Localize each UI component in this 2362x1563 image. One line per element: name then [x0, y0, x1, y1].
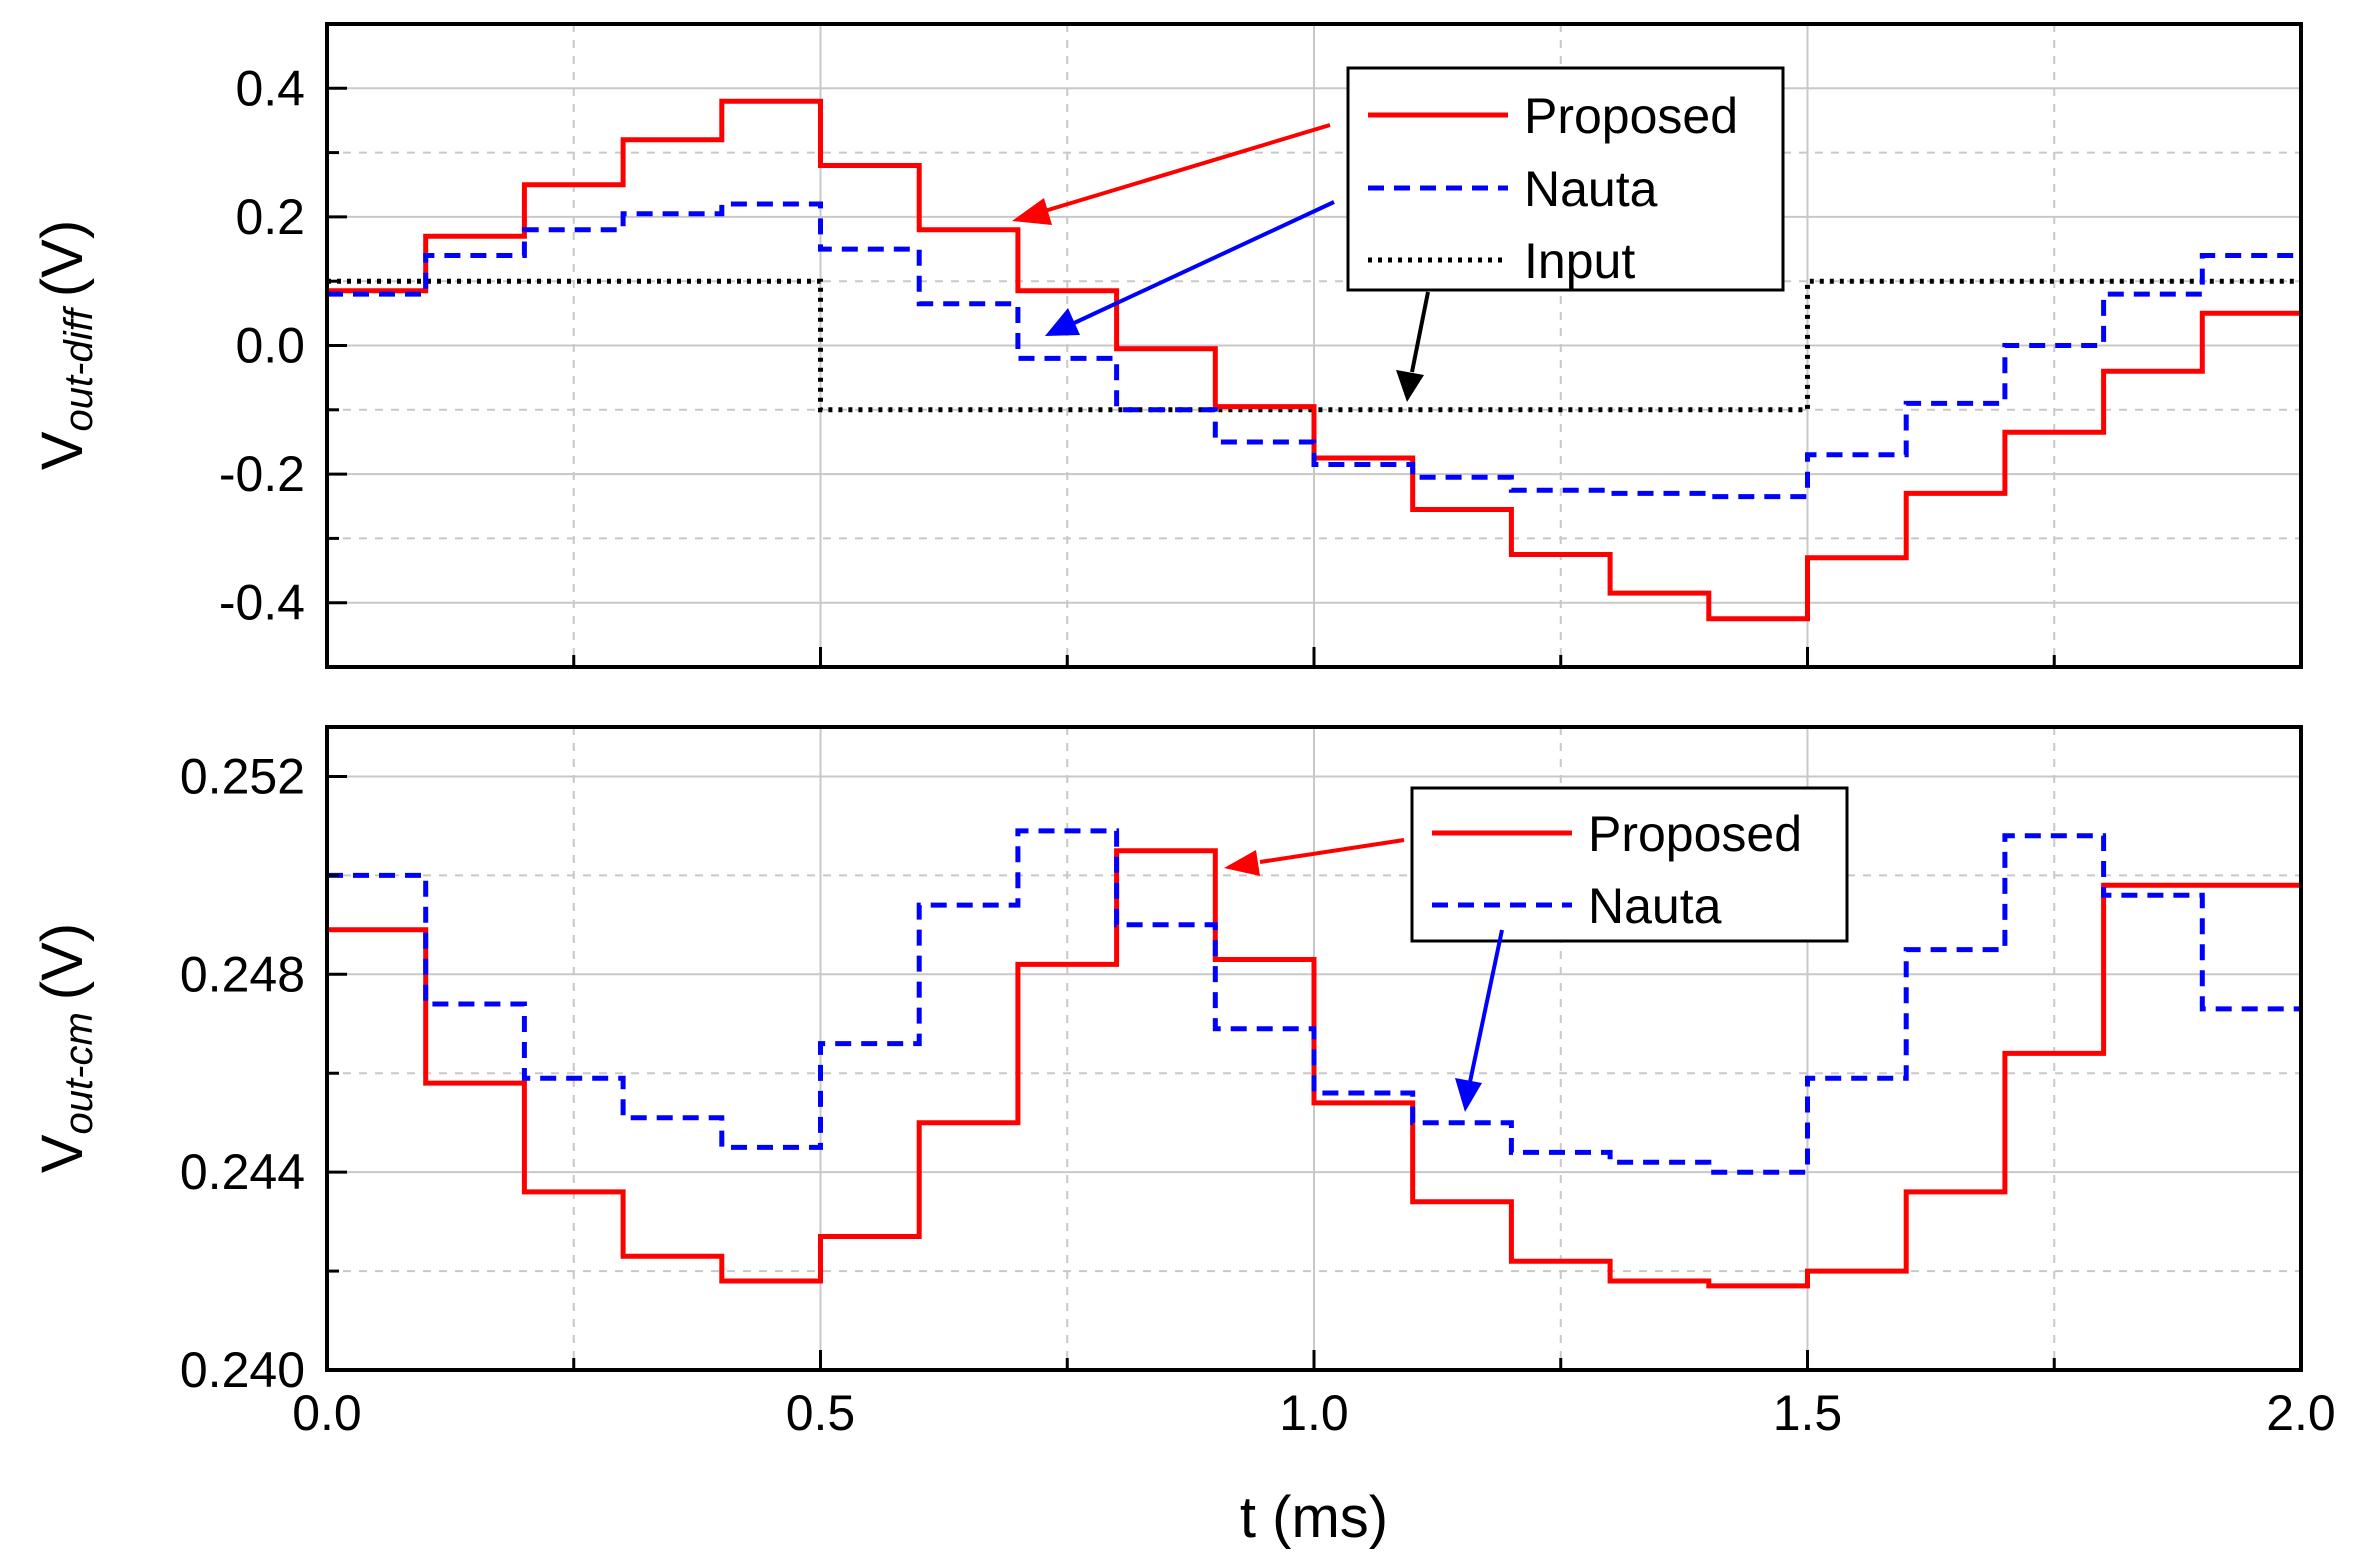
bottom-series-nauta [327, 828, 2301, 1175]
top-legend: Proposed Nauta Input [1346, 66, 1785, 292]
y-tick-label: -0.4 [219, 575, 305, 631]
bottom-ylabel-main: V [30, 1134, 95, 1173]
x-tick-label: 0.0 [292, 1385, 362, 1441]
top-y-tick-labels: -0.4 -0.2 0.0 0.2 0.4 [219, 60, 305, 630]
bottom-y-axis-title: Vout-cm (V) [30, 923, 101, 1173]
bottom-series-proposed [327, 848, 2301, 1289]
bottom-panel: 0.240 0.244 0.248 0.252 0.0 0.5 1.0 1.5 2.0 Vou… [30, 725, 2336, 1550]
top-arrow-proposed [1012, 123, 1331, 225]
x-axis-title: t (ms) [1240, 1485, 1388, 1550]
y-tick-label: 0.252 [180, 748, 305, 804]
top-legend-box [1346, 66, 1785, 292]
y-tick-label: 0.2 [235, 189, 305, 245]
top-series-input [327, 278, 2301, 413]
bottom-y-tick-labels: 0.240 0.244 0.248 0.252 [180, 748, 305, 1398]
top-ylabel-main: V [30, 431, 95, 470]
y-tick-label: 0.248 [180, 946, 305, 1002]
x-tick-label: 1.5 [1773, 1385, 1843, 1441]
top-arrow-nauta [1045, 200, 1335, 336]
bottom-legend: Proposed Nauta [1410, 786, 1849, 943]
bottom-legend-label-proposed: Proposed [1588, 806, 1802, 862]
y-tick-label: 0.0 [235, 318, 305, 374]
x-tick-label: 0.5 [786, 1385, 856, 1441]
top-y-axis-title: Vout-diff (V) [30, 220, 101, 470]
top-ylabel-unit: (V) [30, 220, 95, 297]
bottom-series-group [327, 828, 2301, 1289]
top-series-group [327, 98, 2301, 622]
bottom-ticks [325, 774, 2303, 1370]
bottom-ylabel-sub: out-cm [57, 1012, 101, 1134]
bottom-legend-label-nauta: Nauta [1588, 878, 1722, 934]
top-legend-label-input: Input [1524, 233, 1635, 289]
top-series-proposed [327, 98, 2301, 622]
top-arrow-input [1396, 291, 1430, 402]
bottom-arrow-proposed [1224, 838, 1405, 876]
y-tick-label: 0.244 [180, 1144, 305, 1200]
top-panel: -0.4 -0.2 0.0 0.2 0.4 Vout-diff (V) Proposed … [30, 22, 2303, 669]
bottom-arrow-nauta [1455, 929, 1504, 1112]
y-tick-label: 0.4 [235, 60, 305, 116]
x-tick-label: 2.0 [2266, 1385, 2336, 1441]
y-tick-label: -0.2 [219, 446, 305, 502]
top-series-nauta [327, 201, 2301, 500]
top-legend-label-nauta: Nauta [1524, 161, 1658, 217]
bottom-legend-box [1410, 786, 1849, 943]
bottom-ylabel-unit: (V) [30, 923, 95, 1000]
x-tick-label: 1.0 [1279, 1385, 1349, 1441]
x-tick-labels: 0.0 0.5 1.0 1.5 2.0 [292, 1385, 2336, 1441]
top-ticks [325, 86, 2303, 667]
y-tick-label: 0.240 [180, 1342, 305, 1398]
top-legend-label-proposed: Proposed [1524, 88, 1738, 144]
top-ylabel-sub: out-diff [57, 305, 101, 431]
